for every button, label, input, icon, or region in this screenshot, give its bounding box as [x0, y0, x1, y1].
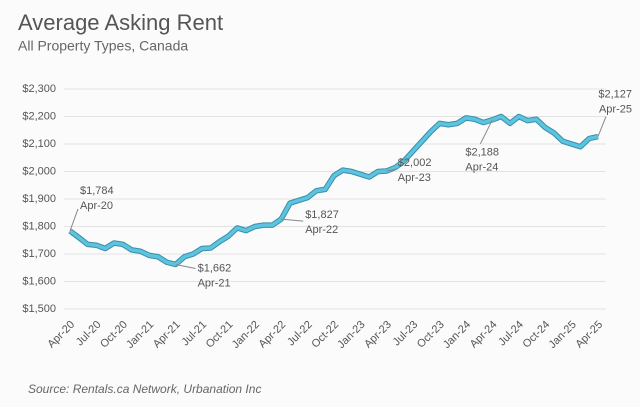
y-tick-label: $1,700 — [22, 248, 56, 260]
data-label: $1,784 — [80, 185, 114, 197]
data-label-date: Apr-25 — [599, 103, 632, 115]
leader-line — [69, 208, 79, 232]
data-label: $2,188 — [465, 147, 499, 159]
data-label-date: Apr-20 — [80, 200, 113, 212]
y-tick-label: $2,000 — [22, 165, 56, 177]
data-label: $1,827 — [305, 209, 339, 221]
y-tick-label: $2,300 — [22, 83, 56, 95]
chart-title: Average Asking Rent — [18, 10, 223, 35]
y-tick-label: $1,600 — [22, 275, 56, 287]
data-label: $2,127 — [598, 88, 632, 100]
source: Source: Rentals.ca Network, Urbanation I… — [28, 382, 261, 396]
data-label-date: Apr-24 — [465, 162, 498, 174]
data-label: $1,662 — [198, 262, 232, 274]
chart-subtitle: All Property Types, Canada — [18, 38, 188, 54]
leader-line — [175, 263, 196, 269]
y-tick-label: $2,200 — [22, 110, 56, 122]
y-tick-label: $1,900 — [22, 193, 56, 205]
data-label-date: Apr-23 — [398, 172, 431, 184]
leader-line — [479, 119, 493, 145]
y-tick-label: $2,100 — [22, 138, 56, 150]
leader-line — [386, 168, 397, 172]
leader-line — [281, 218, 304, 222]
leader-line — [597, 116, 607, 137]
y-tick-label: $1,500 — [22, 303, 56, 315]
line — [68, 114, 599, 267]
data-label-date: Apr-22 — [305, 224, 338, 236]
y-tick-label: $1,800 — [22, 220, 56, 232]
data-label-date: Apr-21 — [198, 277, 231, 289]
data-label: $2,002 — [398, 157, 432, 169]
